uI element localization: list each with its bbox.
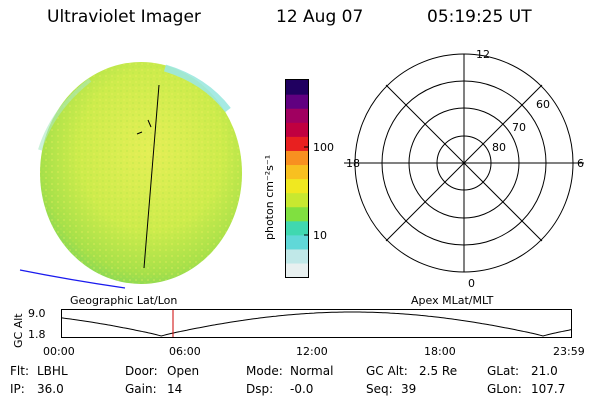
- info-door-label: Door:: [125, 364, 158, 378]
- color-bar-band: [286, 220, 308, 236]
- meridian-line: [143, 84, 160, 269]
- info-gain-label: Gain:: [125, 382, 157, 396]
- color-bar-band: [286, 262, 308, 278]
- color-bar: [285, 79, 309, 278]
- dayglow-edge: [163, 64, 231, 113]
- color-bar-band: [286, 94, 308, 109]
- info-seq-label: Seq:: [366, 382, 393, 396]
- mlt-label-18: 18: [346, 157, 360, 170]
- title: Ultraviolet Imager: [47, 7, 201, 27]
- color-bar-band: [286, 164, 308, 180]
- colorbar-tick-100: 100: [313, 141, 334, 154]
- color-bar-band: [286, 150, 308, 166]
- mlt-label-0: 0: [468, 277, 475, 290]
- info-gcalt-label: GC Alt:: [366, 364, 408, 378]
- info-glon-value: 107.7: [531, 382, 566, 396]
- info-gcalt-value: 2.5 Re: [419, 364, 458, 378]
- limb-line: [19, 269, 126, 289]
- color-bar-band: [286, 108, 308, 123]
- info-glat-value: 21.0: [531, 364, 558, 378]
- altitude-plot: [61, 309, 572, 338]
- colorbar-unit-label: photon cm⁻²s⁻¹: [263, 154, 276, 240]
- color-bar-band: [286, 178, 308, 194]
- altitude-ytick-high: 9.0: [28, 307, 46, 320]
- color-bar-band: [286, 206, 308, 222]
- info-door-value: Open: [167, 364, 200, 378]
- color-bar-frame: [285, 79, 309, 278]
- time: 05:19:25 UT: [427, 7, 532, 27]
- mlt-label-12: 12: [476, 48, 490, 61]
- colorbar-tick-10: 10: [313, 229, 327, 242]
- xtick-0600: 06:00: [169, 345, 201, 358]
- info-seq-value: 39: [401, 382, 417, 396]
- info-dsp-value: -0.0: [290, 382, 314, 396]
- color-bar-band: [286, 234, 308, 250]
- altitude-ylabel: GC Alt: [12, 313, 25, 348]
- xtick-1800: 18:00: [424, 345, 456, 358]
- color-bar-band: [286, 122, 308, 137]
- info-ip-label: IP:: [10, 382, 25, 396]
- info-glat-label: GLat:: [487, 364, 520, 378]
- earth-uv-image: [19, 62, 242, 289]
- apex-label: Apex MLat/MLT: [411, 294, 494, 307]
- xtick-1200: 12:00: [296, 345, 328, 358]
- lat-label-70: 70: [512, 121, 526, 134]
- info-ip-value: 36.0: [37, 382, 64, 396]
- date: 12 Aug 07: [276, 7, 364, 27]
- lat-label-60: 60: [536, 98, 550, 111]
- xtick-0000: 00:00: [43, 345, 75, 358]
- color-bar-band: [286, 136, 308, 151]
- info-glon-label: GLon:: [487, 382, 522, 396]
- info-dsp-label: Dsp:: [246, 382, 274, 396]
- mlt-label-6: 6: [577, 157, 584, 170]
- info-mode-label: Mode:: [246, 364, 283, 378]
- altitude-ytick-low: 1.8: [28, 328, 46, 341]
- lat-label-80: 80: [492, 141, 506, 154]
- polar-plot: [344, 53, 584, 273]
- color-bar-band: [286, 192, 308, 208]
- info-flt-label: Flt:: [10, 364, 29, 378]
- color-bar-band: [286, 248, 308, 264]
- altitude-curve: [61, 311, 572, 337]
- xtick-2359: 23:59: [553, 345, 585, 358]
- info-mode-value: Normal: [290, 364, 334, 378]
- info-gain-value: 14: [167, 382, 183, 396]
- geographic-label: Geographic Lat/Lon: [70, 294, 178, 307]
- color-bar-band: [286, 80, 308, 95]
- info-flt-value: LBHL: [37, 364, 68, 378]
